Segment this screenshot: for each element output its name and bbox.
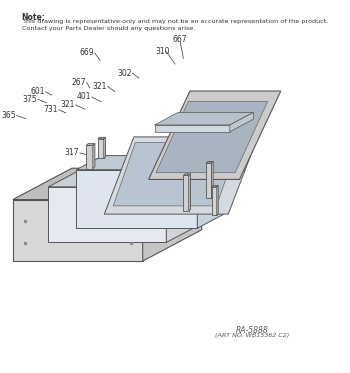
Polygon shape bbox=[104, 137, 105, 158]
Text: 365: 365 bbox=[1, 111, 16, 120]
Text: 401: 401 bbox=[77, 93, 91, 101]
Polygon shape bbox=[156, 101, 268, 173]
Text: 310: 310 bbox=[155, 47, 170, 56]
Polygon shape bbox=[189, 174, 190, 211]
Text: 321: 321 bbox=[92, 82, 107, 91]
Polygon shape bbox=[98, 139, 104, 158]
Text: This drawing is representative only and may not be an accurate representation of: This drawing is representative only and … bbox=[22, 19, 328, 24]
Polygon shape bbox=[154, 112, 253, 125]
Polygon shape bbox=[149, 91, 281, 179]
Polygon shape bbox=[206, 162, 213, 163]
Polygon shape bbox=[48, 171, 196, 187]
Polygon shape bbox=[13, 200, 143, 261]
Polygon shape bbox=[76, 156, 224, 170]
Polygon shape bbox=[86, 144, 95, 145]
Text: 302: 302 bbox=[117, 69, 132, 78]
Text: Contact your Parts Dealer should any questions arise.: Contact your Parts Dealer should any que… bbox=[22, 26, 195, 31]
Polygon shape bbox=[98, 137, 105, 139]
Text: 731: 731 bbox=[43, 105, 58, 114]
Polygon shape bbox=[183, 174, 190, 175]
Text: 669: 669 bbox=[224, 134, 239, 142]
Polygon shape bbox=[13, 168, 202, 200]
Text: 317: 317 bbox=[65, 148, 79, 157]
Text: RA-5888: RA-5888 bbox=[236, 326, 268, 335]
Polygon shape bbox=[217, 185, 218, 215]
Polygon shape bbox=[166, 171, 196, 242]
Text: 375: 375 bbox=[23, 95, 37, 104]
Text: (ART NO. WB15362 C2): (ART NO. WB15362 C2) bbox=[215, 333, 289, 338]
Polygon shape bbox=[206, 163, 211, 198]
Polygon shape bbox=[183, 175, 189, 211]
Polygon shape bbox=[143, 168, 202, 261]
Polygon shape bbox=[197, 156, 224, 228]
Polygon shape bbox=[212, 187, 217, 215]
Polygon shape bbox=[93, 144, 95, 169]
Polygon shape bbox=[104, 137, 258, 214]
Text: 601: 601 bbox=[30, 87, 45, 96]
Polygon shape bbox=[154, 125, 230, 132]
Text: 667: 667 bbox=[222, 118, 236, 127]
Polygon shape bbox=[86, 145, 93, 169]
Polygon shape bbox=[212, 185, 218, 187]
Text: 669: 669 bbox=[79, 48, 94, 57]
Text: 267: 267 bbox=[71, 78, 86, 87]
Polygon shape bbox=[211, 162, 213, 198]
Text: 667: 667 bbox=[173, 35, 188, 44]
Polygon shape bbox=[48, 187, 166, 242]
Text: Note:: Note: bbox=[22, 13, 46, 22]
Polygon shape bbox=[76, 170, 197, 228]
Polygon shape bbox=[113, 142, 239, 206]
Text: 321: 321 bbox=[61, 100, 75, 109]
Text: 266: 266 bbox=[175, 140, 189, 148]
Polygon shape bbox=[230, 112, 253, 132]
